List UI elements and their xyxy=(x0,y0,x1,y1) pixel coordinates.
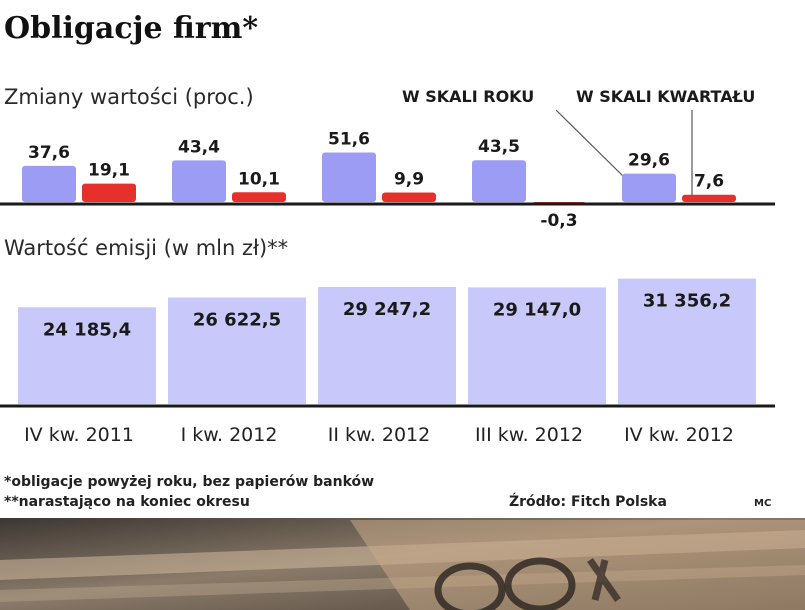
change-value-label: 7,6 xyxy=(694,172,724,192)
change-bar-quarterly xyxy=(232,192,286,202)
x-tick-label: II kw. 2012 xyxy=(328,424,430,446)
emission-value-label: 24 185,4 xyxy=(43,319,131,340)
source-label: Źródło: Fitch Polska xyxy=(509,492,667,510)
emission-value-label: 29 147,0 xyxy=(493,299,581,320)
banknotes-photo xyxy=(0,518,805,610)
emission-section-title: Wartość emisji (w mln zł)** xyxy=(4,236,288,260)
change-bars: 37,6 43,4 51,6 43,5 29,6 19,1 10,1 9,9 -0,3 7,6 xyxy=(22,129,736,231)
change-value-label: 19,1 xyxy=(88,161,130,181)
change-value-label: 9,9 xyxy=(394,169,424,189)
change-bar-annual xyxy=(22,165,76,202)
emission-value-label: 26 622,5 xyxy=(193,310,281,331)
footnote-1: *obligacje powyżej roku, bez papierów ba… xyxy=(4,474,374,490)
emission-bar xyxy=(168,297,306,404)
legend-annual-leader xyxy=(555,109,626,179)
changes-section-title: Zmiany wartości (proc.) xyxy=(4,85,254,109)
legend-annual-label: W SKALI ROKU xyxy=(402,87,534,106)
change-value-label: 10,1 xyxy=(238,169,280,189)
chart-title: Obligacje firm* xyxy=(4,11,258,46)
change-bar-annual xyxy=(172,160,226,202)
change-bar-annual xyxy=(622,173,676,202)
change-value-label: 37,6 xyxy=(28,143,70,163)
change-value-label: 51,6 xyxy=(328,129,370,149)
change-value-label: 43,4 xyxy=(178,137,220,157)
change-value-label: 29,6 xyxy=(628,151,670,171)
emission-bar xyxy=(318,287,456,404)
change-bar-annual xyxy=(322,152,376,202)
x-tick-label: IV kw. 2012 xyxy=(624,424,734,446)
emission-bar xyxy=(618,278,756,404)
change-bar-quarterly xyxy=(82,183,136,202)
change-bar-quarterly xyxy=(682,194,736,202)
emission-bar xyxy=(468,287,606,404)
x-axis-tick-labels: IV kw. 2011 I kw. 2012 II kw. 2012 III kw. … xyxy=(24,424,734,446)
change-bar-annual xyxy=(472,160,526,202)
change-value-label: 43,5 xyxy=(478,137,520,157)
emission-bars: 24 185,4 26 622,5 29 247,2 29 147,0 31 356,2 xyxy=(18,278,756,404)
change-value-label: -0,3 xyxy=(540,211,577,231)
change-bar-quarterly xyxy=(382,192,436,202)
author-credit: MC xyxy=(754,498,771,509)
emission-bar xyxy=(18,307,156,404)
x-tick-label: III kw. 2012 xyxy=(475,424,583,446)
x-tick-label: IV kw. 2011 xyxy=(24,424,134,446)
emission-value-label: 31 356,2 xyxy=(643,291,731,312)
legend-quarterly-label: W SKALI KWARTAŁU xyxy=(576,87,755,106)
emission-value-label: 29 247,2 xyxy=(343,299,431,320)
footnote-2: **narastająco na koniec okresu xyxy=(4,494,250,510)
x-tick-label: I kw. 2012 xyxy=(181,424,278,446)
